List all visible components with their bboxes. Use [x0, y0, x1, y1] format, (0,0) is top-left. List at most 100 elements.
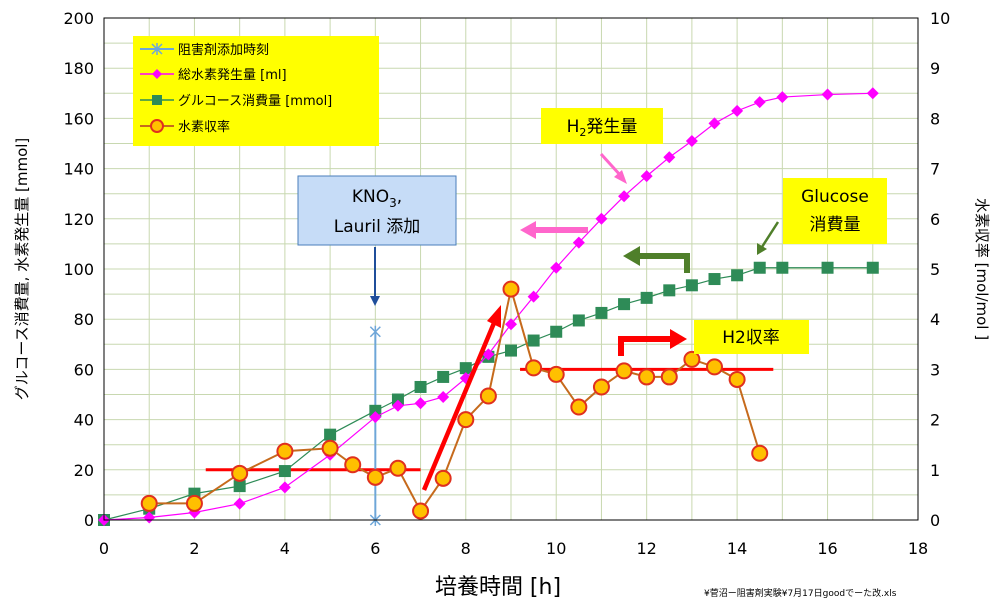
x-tick-label: 18: [908, 539, 928, 558]
glucose-left-arrow: [638, 253, 690, 273]
glucose-point: [437, 370, 450, 383]
inhibitor-point: [369, 325, 381, 338]
x-tick-label: 8: [461, 539, 471, 558]
legend-item-glucose: グルコース消費量 [mmol]: [140, 94, 332, 109]
total-h2-point: [233, 497, 246, 510]
glucose-point: [324, 428, 337, 441]
total-h2-point: [437, 391, 450, 404]
legend-item-total-h2: 総水素発生量 [ml]: [140, 68, 287, 83]
y-left-tick-label: 140: [63, 160, 94, 179]
glucose-point: [391, 393, 404, 406]
y-right-tick-label: 4: [930, 310, 940, 329]
rising-yield-arrow: [421, 305, 501, 491]
x-tick-label: 2: [189, 539, 199, 558]
yield-point: [683, 350, 701, 368]
y-left-tick-label: 120: [63, 210, 94, 229]
glucose-point: [278, 465, 291, 478]
yield-point: [140, 494, 158, 512]
glucose-point: [572, 314, 585, 327]
y-axis-title-right: 水素収率 [mol/mol ]: [973, 198, 991, 340]
glucose-point: [821, 261, 834, 274]
glucose-point: [866, 261, 879, 274]
h2-generation-annotation: H2発生量: [520, 108, 663, 239]
x-tick-label: 4: [280, 539, 290, 558]
legend-label-yield: 水素収率: [178, 119, 230, 135]
y-left-tick-label: 160: [63, 109, 94, 128]
glucose-point: [618, 298, 631, 311]
total-h2-point: [414, 397, 427, 410]
h2-generation-subscript: 2: [579, 126, 586, 139]
h2-generation-h: H: [567, 117, 580, 137]
total-h2-point: [482, 348, 495, 361]
y-right-tick-label: 7: [930, 160, 940, 179]
total-h2-point: [821, 88, 834, 101]
glucose-point: [731, 269, 744, 282]
x-tick-label: 10: [546, 539, 566, 558]
inhibitor-label-comma: ,: [397, 187, 402, 207]
yield-point: [615, 362, 633, 380]
total-h2-point: [663, 151, 676, 164]
yield-point: [502, 280, 520, 298]
legend-label-glucose: グルコース消費量 [mmol]: [178, 94, 332, 109]
yield-point: [412, 502, 430, 520]
inhibitor-label-kno: KNO: [352, 187, 389, 207]
legend: 阻害剤添加時刻 総水素発生量 [ml] グルコース消費量 [mmol] 水素収率: [133, 36, 379, 146]
h2-yield-box: [694, 320, 809, 354]
y-right-tick-label: 1: [930, 461, 940, 480]
plot-border: [103, 17, 919, 521]
yield-point: [276, 442, 294, 460]
yield-point: [547, 365, 565, 383]
yield-point: [592, 378, 610, 396]
y-right-tick-label: 3: [930, 360, 940, 379]
x-tick-label: 16: [817, 539, 837, 558]
y-left-tick-label: 180: [63, 59, 94, 78]
x-tick-label: 12: [636, 539, 656, 558]
inhibitor-annotation: KNO3, Lauril 添加: [297, 175, 457, 306]
series-layer: [98, 87, 879, 526]
y-left-tick-label: 0: [84, 511, 94, 530]
legend-diamond-icon: [152, 69, 162, 79]
axes: 0 2 4 6 8 10 12 14 16 180204060801001201401601802…: [63, 9, 950, 558]
total-h2-point: [595, 212, 608, 225]
y-right-tick-label: 2: [930, 411, 940, 430]
glucose-box: [783, 178, 887, 244]
total-h2-point: [731, 104, 744, 117]
yield-point: [638, 368, 656, 386]
glucose-label-line2: 消費量: [810, 215, 861, 235]
yield-point: [231, 464, 249, 482]
legend-box: [133, 36, 379, 146]
glucose-point: [663, 284, 676, 297]
glucose-left-arrow-head: [623, 246, 640, 266]
h2-generation-box: [541, 108, 663, 144]
glucose-point: [708, 273, 721, 286]
total-h2-point: [527, 290, 540, 303]
x-tick-label: 14: [727, 539, 747, 558]
y-right-tick-label: 10: [930, 9, 950, 28]
y-right-tick-label: 8: [930, 109, 940, 128]
rising-arrow-head: [487, 305, 501, 328]
y-axis-title-left: グルコース消費量, 水素発生量 [mmol]: [13, 138, 31, 401]
y-right-tick-label: 6: [930, 210, 940, 229]
x-tick-label: 6: [370, 539, 380, 558]
x-tick-label: 0: [99, 539, 109, 558]
inhibitor-arrow-head: [370, 296, 380, 306]
inhibitor-label-line1: KNO3,: [352, 187, 402, 210]
total-h2-point: [618, 190, 631, 203]
yield-point: [344, 456, 362, 474]
glucose-point: [527, 334, 540, 347]
total-h2-point: [278, 481, 291, 494]
h2-yield-label: H2収率: [722, 328, 780, 348]
glucose-point: [595, 306, 608, 319]
total-h2-point: [866, 87, 879, 100]
legend-item-yield: 水素収率: [140, 119, 230, 135]
total-h2-point: [369, 411, 382, 424]
glucose-point: [505, 344, 517, 357]
file-note: ¥菅沼ー阻害剤実験¥7月17日goodでーた改.xls: [704, 587, 897, 599]
yield-point: [660, 368, 678, 386]
total-h2-point: [753, 96, 766, 109]
h2-yield-annotation: H2収率: [618, 320, 809, 356]
y-left-tick-label: 200: [63, 9, 94, 28]
glucose-point: [640, 291, 653, 304]
